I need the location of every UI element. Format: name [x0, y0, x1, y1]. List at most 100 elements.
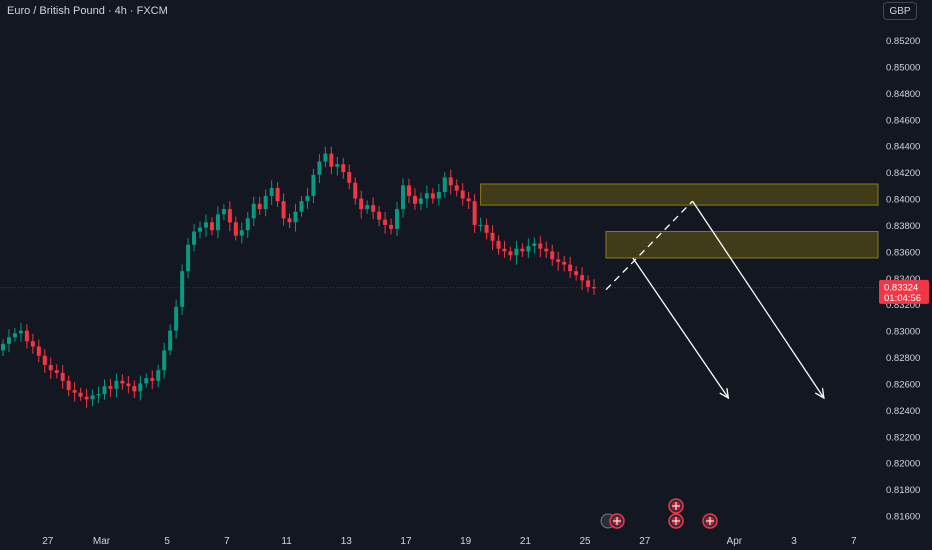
candle-body	[209, 222, 214, 231]
candle-body	[174, 306, 179, 331]
time-tick-label: Mar	[93, 536, 111, 547]
candle-body	[221, 209, 226, 215]
projection-arrows	[605, 200, 825, 400]
bar-countdown: 01:04:56	[884, 293, 921, 304]
candle-body	[96, 394, 101, 396]
price-tick-label: 0.82800	[886, 353, 920, 364]
candle-body	[126, 383, 131, 387]
candle-body	[293, 211, 298, 223]
price-tick-label: 0.82000	[886, 459, 920, 470]
time-tick-label: Apr	[727, 536, 743, 547]
candle-body	[359, 198, 364, 210]
candle-body	[162, 350, 167, 371]
price-tick-label: 0.82200	[886, 432, 920, 443]
arrow-head	[814, 387, 825, 400]
candle-body	[544, 248, 549, 252]
candle-body	[347, 172, 352, 183]
candle-body	[514, 248, 519, 256]
uk-event-marker[interactable]	[668, 498, 684, 514]
candle-body	[227, 209, 232, 223]
candle-body	[508, 251, 513, 256]
price-tick-label: 0.83800	[886, 221, 920, 232]
price-tick-label: 0.84000	[886, 195, 920, 206]
candle-body	[586, 280, 591, 288]
candle-body	[592, 287, 597, 289]
candle-body	[144, 378, 149, 384]
price-tick-label: 0.82600	[886, 379, 920, 390]
candle-body	[502, 248, 507, 252]
time-tick-label: 27	[639, 536, 651, 547]
resistance-zones	[480, 183, 879, 259]
candle-body	[299, 201, 304, 212]
candle-body	[54, 370, 59, 373]
candle-body	[442, 177, 447, 192]
time-tick-label: 19	[460, 536, 472, 547]
candle-body	[24, 330, 29, 342]
candle-body	[532, 243, 537, 247]
candle-body	[90, 395, 95, 400]
candle-body	[168, 330, 173, 351]
candle-body	[323, 153, 328, 162]
candle-body	[448, 177, 453, 186]
candle-body	[418, 198, 423, 204]
candle-body	[430, 193, 435, 199]
candle-body	[66, 380, 71, 391]
candle-body	[180, 271, 185, 307]
candle-body	[395, 209, 400, 229]
candle-body	[84, 396, 89, 400]
price-tick-label: 0.83000	[886, 327, 920, 338]
candle-body	[496, 240, 501, 249]
candle-body	[239, 230, 244, 236]
candle-body	[257, 203, 262, 210]
price-tick-label: 0.83600	[886, 247, 920, 258]
price-tick-label: 0.84600	[886, 115, 920, 126]
eu-event-marker[interactable]	[702, 513, 718, 529]
candle-body	[30, 341, 35, 347]
price-tick-label: 0.84400	[886, 142, 920, 153]
candle-body	[305, 195, 310, 202]
candle-body	[412, 195, 417, 204]
last-price-badge: 0.83324 01:04:56	[879, 279, 929, 304]
candle-body	[150, 378, 155, 381]
candle-body	[371, 205, 376, 212]
zone-rectangle[interactable]	[480, 183, 879, 206]
uk-event-marker[interactable]	[609, 513, 625, 529]
time-tick-label: 7	[224, 536, 230, 547]
price-axis: 0.85200 0.85000 0.84800 0.84600 0.84400 0.842…	[886, 36, 920, 523]
candle-body	[538, 243, 543, 249]
last-price-badge-bg	[879, 279, 929, 304]
projection-arrow-line[interactable]	[632, 257, 729, 399]
candle-body	[562, 261, 567, 265]
candle-body	[389, 224, 394, 229]
event-markers	[600, 498, 718, 529]
candle-body	[526, 246, 531, 252]
time-tick-label: 3	[791, 536, 797, 547]
candle-body	[114, 380, 119, 389]
currency-button[interactable]: GBP	[883, 2, 917, 20]
candle-body	[520, 248, 525, 252]
projection-arrow-line[interactable]	[691, 200, 825, 399]
candle-body	[60, 372, 65, 381]
candle-body	[550, 251, 555, 260]
candle-body	[478, 224, 483, 226]
time-tick-label: 5	[164, 536, 170, 547]
candle-body	[6, 337, 11, 344]
symbol-title[interactable]: Euro / British Pound · 4h · FXCM	[7, 5, 168, 17]
candle-body	[556, 259, 561, 262]
eu-event-marker[interactable]	[668, 513, 684, 529]
candle-body	[156, 370, 161, 381]
candle-body	[454, 185, 459, 191]
candle-body	[18, 330, 23, 334]
candle-body	[263, 195, 268, 210]
candle-body	[568, 264, 573, 272]
time-tick-label: 21	[520, 536, 532, 547]
candle-body	[400, 185, 405, 210]
zone-rectangle[interactable]	[605, 231, 879, 259]
projection-dashed-line[interactable]	[605, 200, 693, 291]
price-tick-label: 0.83400	[886, 274, 920, 285]
candle-body	[102, 386, 107, 395]
candle-body	[490, 232, 495, 241]
candle-body	[335, 164, 340, 167]
price-tick-label: 0.81800	[886, 485, 920, 496]
